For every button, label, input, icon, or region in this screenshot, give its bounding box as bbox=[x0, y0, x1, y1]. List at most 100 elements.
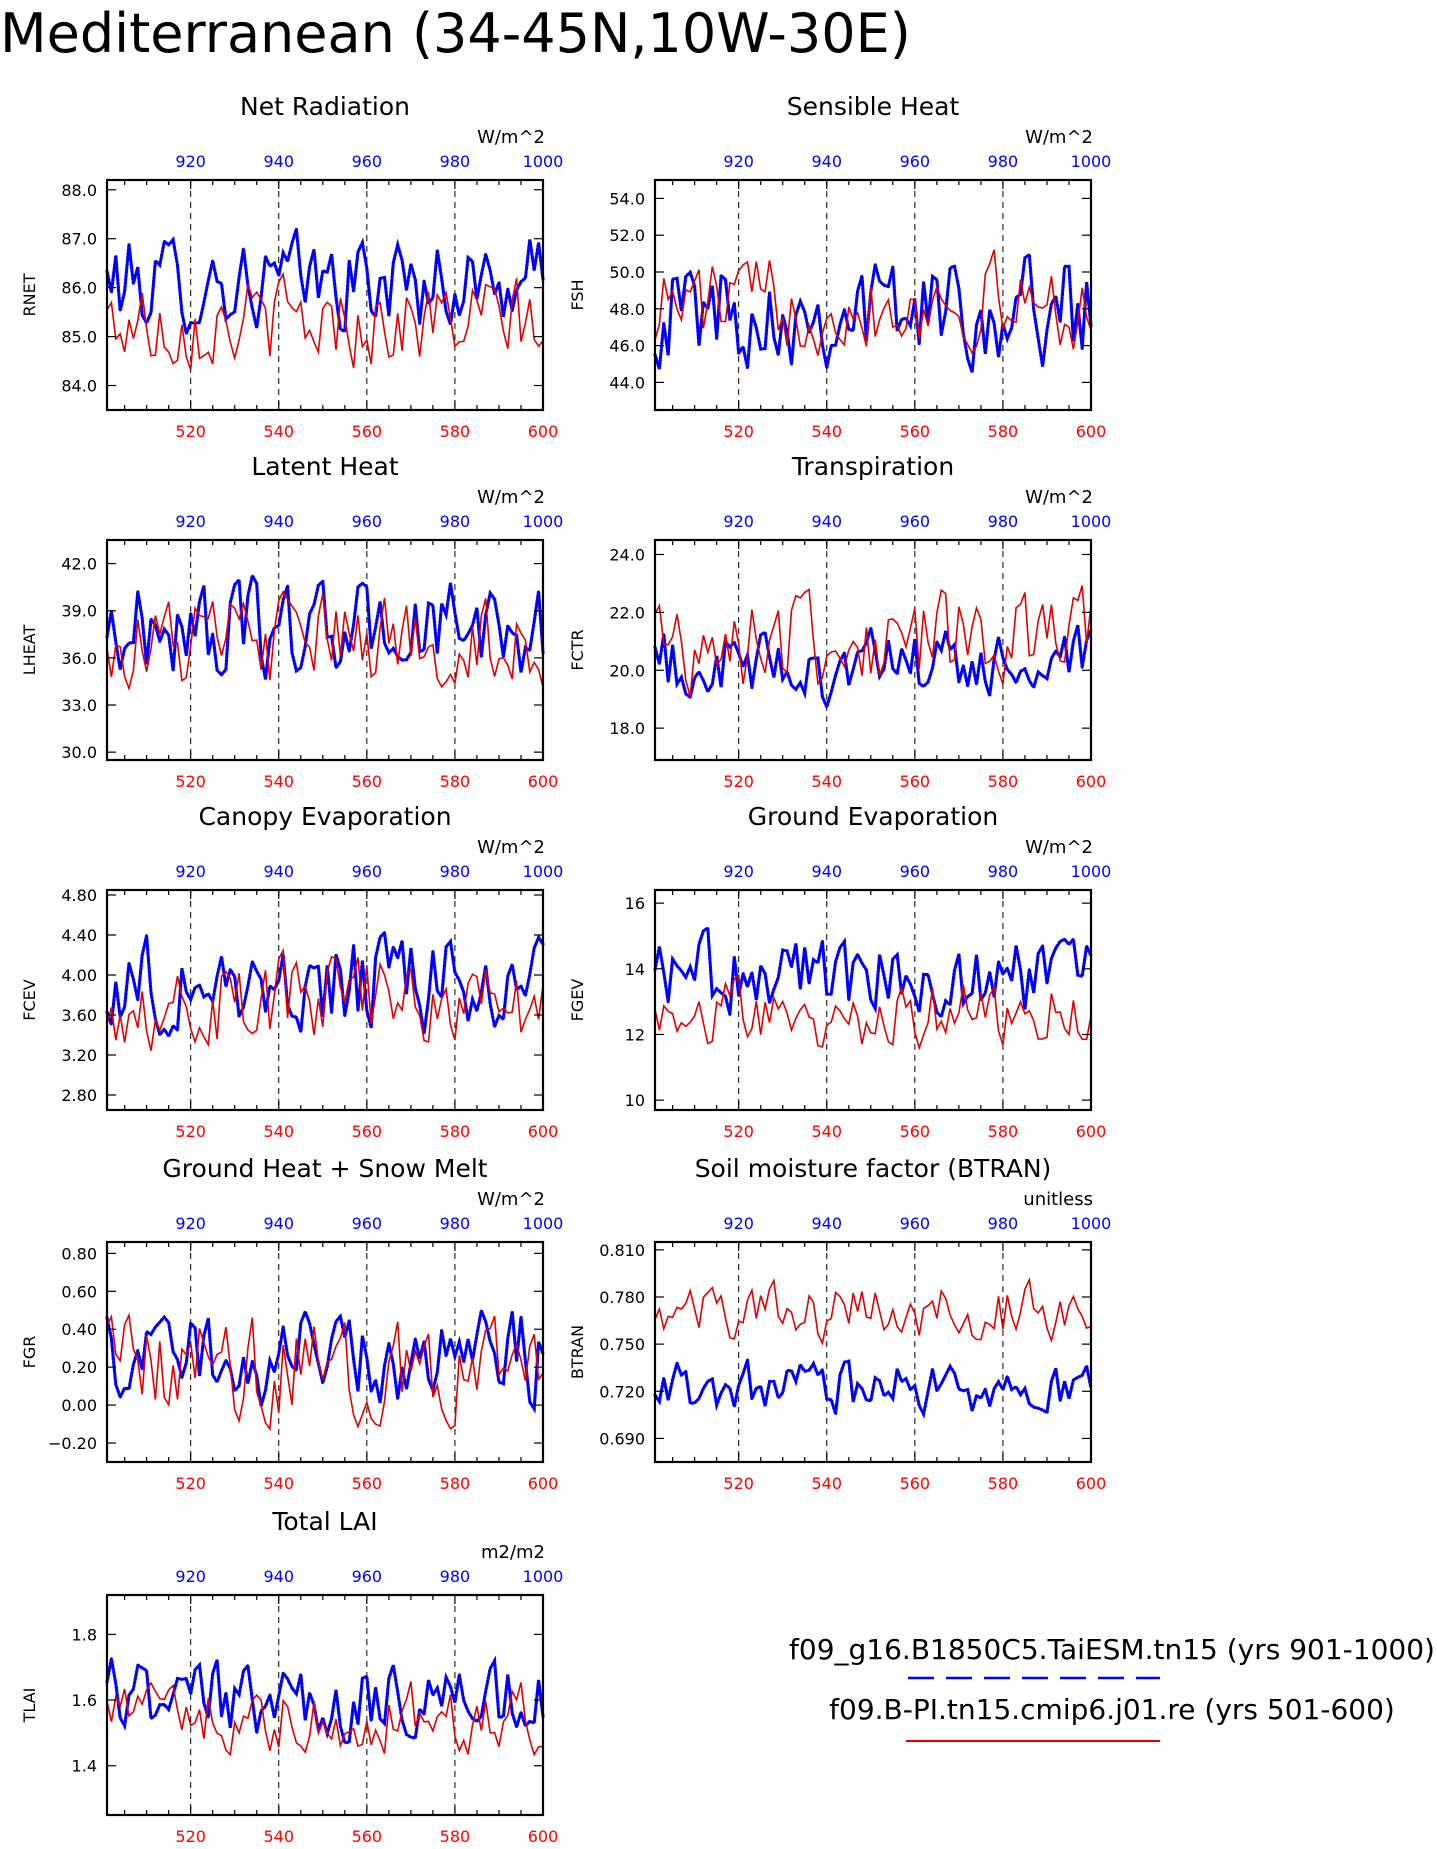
y-tick-label: 54.0 bbox=[609, 189, 645, 208]
y-tick-label: 2.80 bbox=[61, 1086, 97, 1105]
x-tick-label-top: 980 bbox=[988, 1214, 1019, 1233]
x-tick-label-top: 920 bbox=[723, 1214, 754, 1233]
panel-title: Total LAI bbox=[271, 1507, 377, 1536]
x-tick-label-bottom: 560 bbox=[900, 1122, 931, 1141]
x-tick-label-top: 1000 bbox=[523, 512, 564, 531]
series-case2-line bbox=[654, 973, 1092, 1051]
x-tick-label-top: 980 bbox=[988, 512, 1019, 531]
x-tick-label-bottom: 560 bbox=[900, 422, 931, 441]
x-tick-label-top: 940 bbox=[811, 862, 842, 881]
x-tick-label-bottom: 540 bbox=[811, 1474, 842, 1493]
series-case2-line bbox=[106, 1312, 544, 1432]
x-tick-label-bottom: 540 bbox=[811, 1122, 842, 1141]
panel-tlai: Total LAI m2/m2 TLAI 520 540 560 580 600 920 940 9… bbox=[20, 1507, 563, 1846]
plot-frame bbox=[653, 1240, 1093, 1464]
x-tick-label-top: 940 bbox=[263, 1567, 294, 1586]
y-tick-label: 87.0 bbox=[61, 230, 97, 249]
plot-frame bbox=[105, 178, 545, 412]
series-case2-line bbox=[654, 1277, 1092, 1346]
x-tick-label-bottom: 520 bbox=[175, 772, 206, 791]
units-label: W/m^2 bbox=[477, 837, 545, 858]
panel-title: Soil moisture factor (BTRAN) bbox=[695, 1154, 1052, 1183]
x-tick-label-top: 980 bbox=[440, 152, 471, 171]
y-axis-label: TLAI bbox=[20, 1688, 39, 1724]
units-label: W/m^2 bbox=[1025, 127, 1093, 148]
y-axis-label: FCEV bbox=[20, 979, 39, 1020]
y-tick-label: 88.0 bbox=[61, 181, 97, 200]
x-tick-label-top: 940 bbox=[263, 862, 294, 881]
x-tick-label-bottom: 560 bbox=[352, 1474, 383, 1493]
panel-fgr: Ground Heat + Snow Melt W/m^2 FGR 520 540 560… bbox=[20, 1154, 563, 1493]
y-tick-label: 0.20 bbox=[61, 1358, 97, 1377]
plot-frame bbox=[653, 538, 1093, 762]
series-case2-line bbox=[106, 947, 544, 1051]
y-axis-label: FGEV bbox=[568, 979, 587, 1022]
panel-title: Ground Evaporation bbox=[748, 802, 998, 831]
y-tick-label: 33.0 bbox=[61, 696, 97, 715]
x-tick-label-top: 960 bbox=[900, 1214, 931, 1233]
y-tick-label: 14 bbox=[625, 960, 645, 979]
x-tick-label-bottom: 560 bbox=[900, 772, 931, 791]
units-label: m2/m2 bbox=[481, 1542, 545, 1563]
series-case1-line bbox=[653, 925, 1093, 1020]
x-tick-label-top: 920 bbox=[723, 152, 754, 171]
x-tick-label-top: 940 bbox=[811, 1214, 842, 1233]
series-case1-line bbox=[653, 1357, 1093, 1419]
x-tick-label-bottom: 540 bbox=[263, 1122, 294, 1141]
x-tick-label-bottom: 540 bbox=[263, 422, 294, 441]
x-tick-label-top: 1000 bbox=[523, 1567, 564, 1586]
x-tick-label-bottom: 540 bbox=[263, 1474, 294, 1493]
x-tick-label-bottom: 600 bbox=[1076, 1122, 1107, 1141]
y-tick-label: 0.810 bbox=[599, 1241, 645, 1260]
x-tick-label-top: 960 bbox=[900, 152, 931, 171]
x-tick-label-top: 940 bbox=[811, 152, 842, 171]
page-title: Mediterranean (34-45N,10W-30E) bbox=[0, 2, 911, 65]
x-tick-label-bottom: 580 bbox=[440, 1474, 471, 1493]
x-tick-label-top: 980 bbox=[440, 1214, 471, 1233]
x-tick-label-bottom: 540 bbox=[811, 772, 842, 791]
y-axis-label: RNET bbox=[20, 273, 39, 316]
x-tick-label-bottom: 580 bbox=[440, 772, 471, 791]
y-tick-label: 85.0 bbox=[61, 328, 97, 347]
series-case2-line bbox=[106, 1681, 544, 1757]
y-tick-label: 1.4 bbox=[72, 1757, 97, 1776]
y-tick-label: 3.20 bbox=[61, 1046, 97, 1065]
x-tick-label-top: 960 bbox=[352, 862, 383, 881]
y-tick-label: 3.60 bbox=[61, 1006, 97, 1025]
x-tick-label-top: 920 bbox=[175, 1214, 206, 1233]
x-tick-label-top: 960 bbox=[352, 512, 383, 531]
x-tick-label-bottom: 600 bbox=[528, 1474, 559, 1493]
legend: f09_g16.B1850C5.TaiESM.tn15 (yrs 901-100… bbox=[789, 1633, 1435, 1742]
y-tick-label: 1.8 bbox=[72, 1625, 97, 1644]
y-tick-label: 42.0 bbox=[61, 555, 97, 574]
y-axis-label: FCTR bbox=[568, 629, 587, 670]
series-case1-line bbox=[105, 228, 545, 340]
x-tick-label-bottom: 580 bbox=[440, 1827, 471, 1846]
y-tick-label: 20.0 bbox=[609, 661, 645, 680]
x-tick-label-bottom: 520 bbox=[723, 1474, 754, 1493]
y-tick-label: 46.0 bbox=[609, 337, 645, 356]
plot-frame bbox=[105, 1240, 545, 1464]
y-tick-label: 1.6 bbox=[72, 1691, 97, 1710]
legend-case2-label: f09.B-PI.tn15.cmip6.j01.re (yrs 501-600) bbox=[829, 1693, 1395, 1726]
panel-title: Net Radiation bbox=[240, 92, 410, 121]
y-tick-label: 50.0 bbox=[609, 263, 645, 282]
x-tick-label-bottom: 560 bbox=[352, 1827, 383, 1846]
y-tick-label: 36.0 bbox=[61, 649, 97, 668]
y-tick-label: 48.0 bbox=[609, 300, 645, 319]
x-tick-label-top: 960 bbox=[352, 1214, 383, 1233]
y-tick-label: −0.20 bbox=[48, 1434, 97, 1453]
plot-frame bbox=[653, 888, 1093, 1112]
x-tick-label-top: 980 bbox=[440, 862, 471, 881]
x-tick-label-top: 960 bbox=[900, 862, 931, 881]
panel-fctr: Transpiration W/m^2 FCTR 520 540 560 580 600 920… bbox=[568, 452, 1111, 791]
x-tick-label-bottom: 600 bbox=[528, 422, 559, 441]
y-tick-label: 22.0 bbox=[609, 603, 645, 622]
x-tick-label-bottom: 520 bbox=[175, 1122, 206, 1141]
x-tick-label-top: 920 bbox=[723, 512, 754, 531]
x-tick-label-top: 1000 bbox=[523, 152, 564, 171]
x-tick-label-top: 920 bbox=[723, 862, 754, 881]
panel-fcev: Canopy Evaporation W/m^2 FCEV 520 540 560 580 6… bbox=[20, 802, 563, 1141]
series-case2-line bbox=[654, 249, 1092, 356]
